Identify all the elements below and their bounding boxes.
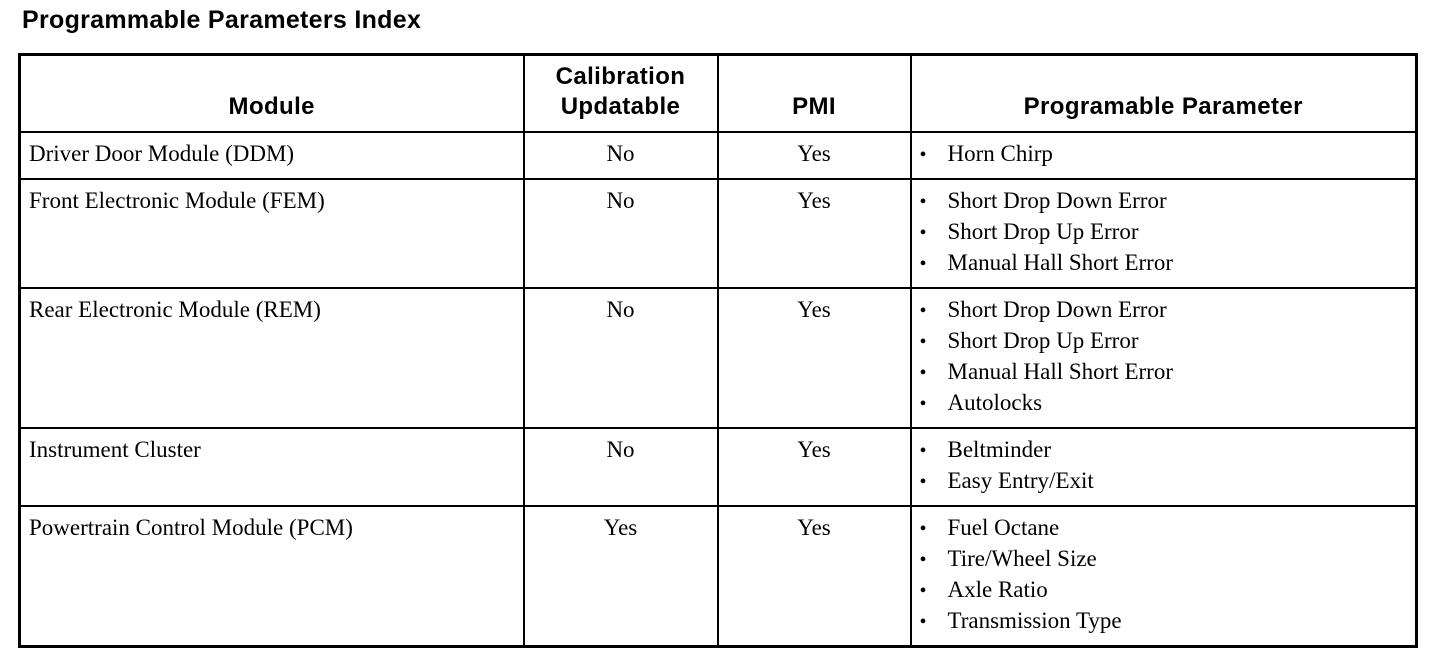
- parameter-label: Horn Chirp: [947, 141, 1053, 166]
- list-item: • Fuel Octane: [920, 513, 1408, 544]
- parameter-label: Fuel Octane: [947, 515, 1060, 540]
- column-header-calibration-updatable: Calibration Updatable: [522, 53, 719, 133]
- parameters-cell: • Beltminder • Easy Entry/Exit: [909, 427, 1418, 507]
- bullet-icon: •: [919, 362, 927, 384]
- table-row: Rear Electronic Module (REM) No Yes • Sho…: [18, 287, 1418, 429]
- parameter-list: • Fuel Octane • Tire/Wheel Size • Axle Rati…: [920, 513, 1408, 637]
- table-body: Driver Door Module (DDM) No Yes • Horn Ch…: [18, 131, 1418, 648]
- parameters-cell: • Fuel Octane • Tire/Wheel Size • Axle Rati…: [909, 505, 1418, 648]
- bullet-icon: •: [919, 222, 927, 244]
- calibration-updatable-cell: No: [522, 131, 719, 180]
- bullet-icon: •: [919, 440, 927, 462]
- parameter-label: Axle Ratio: [947, 577, 1048, 602]
- table-row: Front Electronic Module (FEM) No Yes • Sh…: [18, 178, 1418, 289]
- module-cell: Front Electronic Module (FEM): [18, 178, 525, 289]
- parameter-label: Manual Hall Short Error: [947, 359, 1173, 384]
- bullet-icon: •: [919, 518, 927, 540]
- parameter-label: Autolocks: [947, 390, 1043, 415]
- list-item: • Autolocks: [920, 388, 1408, 419]
- list-item: • Manual Hall Short Error: [920, 357, 1408, 388]
- column-header-module: Module: [18, 53, 525, 133]
- parameter-label: Beltminder: [947, 437, 1051, 462]
- pmi-cell: Yes: [716, 287, 912, 429]
- list-item: • Short Drop Up Error: [920, 326, 1408, 357]
- programmable-parameters-table: Module Calibration Updatable PMI Program…: [18, 53, 1418, 648]
- module-cell: Instrument Cluster: [18, 427, 525, 507]
- table-row: Powertrain Control Module (PCM) Yes Yes …: [18, 505, 1418, 648]
- calibration-updatable-cell: No: [522, 287, 719, 429]
- pmi-cell: Yes: [716, 131, 912, 180]
- parameter-label: Short Drop Down Error: [947, 297, 1167, 322]
- bullet-icon: •: [919, 191, 927, 213]
- parameter-label: Tire/Wheel Size: [947, 546, 1097, 571]
- parameter-label: Short Drop Down Error: [947, 188, 1167, 213]
- parameter-label: Manual Hall Short Error: [947, 250, 1173, 275]
- table-header: Module Calibration Updatable PMI Program…: [18, 53, 1418, 133]
- bullet-icon: •: [919, 331, 927, 353]
- column-header-programable-parameter: Programable Parameter: [909, 53, 1418, 133]
- pmi-cell: Yes: [716, 178, 912, 289]
- table-row: Instrument Cluster No Yes • Beltminder • E…: [18, 427, 1418, 507]
- parameter-list: • Short Drop Down Error • Short Drop Up Er…: [920, 186, 1408, 279]
- module-cell: Driver Door Module (DDM): [18, 131, 525, 180]
- bullet-icon: •: [919, 393, 927, 415]
- bullet-icon: •: [919, 549, 927, 571]
- list-item: • Axle Ratio: [920, 575, 1408, 606]
- parameter-label: Easy Entry/Exit: [947, 468, 1094, 493]
- parameters-cell: • Horn Chirp: [909, 131, 1418, 180]
- list-item: • Tire/Wheel Size: [920, 544, 1408, 575]
- parameter-label: Short Drop Up Error: [947, 328, 1139, 353]
- parameter-list: • Short Drop Down Error • Short Drop Up Er…: [920, 295, 1408, 419]
- module-cell: Powertrain Control Module (PCM): [18, 505, 525, 648]
- page-title: Programmable Parameters Index: [22, 6, 422, 34]
- calibration-updatable-cell: Yes: [522, 505, 719, 648]
- list-item: • Horn Chirp: [920, 139, 1408, 170]
- parameter-list: • Beltminder • Easy Entry/Exit: [920, 435, 1408, 497]
- list-item: • Transmission Type: [920, 606, 1408, 637]
- list-item: • Short Drop Down Error: [920, 186, 1408, 217]
- table-row: Driver Door Module (DDM) No Yes • Horn Ch…: [18, 131, 1418, 180]
- parameters-cell: • Short Drop Down Error • Short Drop Up Er…: [909, 287, 1418, 429]
- parameter-list: • Horn Chirp: [920, 139, 1408, 170]
- calibration-updatable-cell: No: [522, 427, 719, 507]
- bullet-icon: •: [919, 471, 927, 493]
- bullet-icon: •: [919, 580, 927, 602]
- pmi-cell: Yes: [716, 505, 912, 648]
- list-item: • Manual Hall Short Error: [920, 248, 1408, 279]
- list-item: • Beltminder: [920, 435, 1408, 466]
- calibration-updatable-cell: No: [522, 178, 719, 289]
- parameter-label: Transmission Type: [947, 608, 1122, 633]
- parameters-cell: • Short Drop Down Error • Short Drop Up Er…: [909, 178, 1418, 289]
- bullet-icon: •: [919, 611, 927, 633]
- pmi-cell: Yes: [716, 427, 912, 507]
- bullet-icon: •: [919, 253, 927, 275]
- list-item: • Short Drop Down Error: [920, 295, 1408, 326]
- module-cell: Rear Electronic Module (REM): [18, 287, 525, 429]
- column-header-pmi: PMI: [716, 53, 912, 133]
- parameter-label: Short Drop Up Error: [947, 219, 1139, 244]
- list-item: • Short Drop Up Error: [920, 217, 1408, 248]
- list-item: • Easy Entry/Exit: [920, 466, 1408, 497]
- header-row: Module Calibration Updatable PMI Program…: [18, 53, 1418, 133]
- bullet-icon: •: [919, 144, 927, 166]
- bullet-icon: •: [919, 300, 927, 322]
